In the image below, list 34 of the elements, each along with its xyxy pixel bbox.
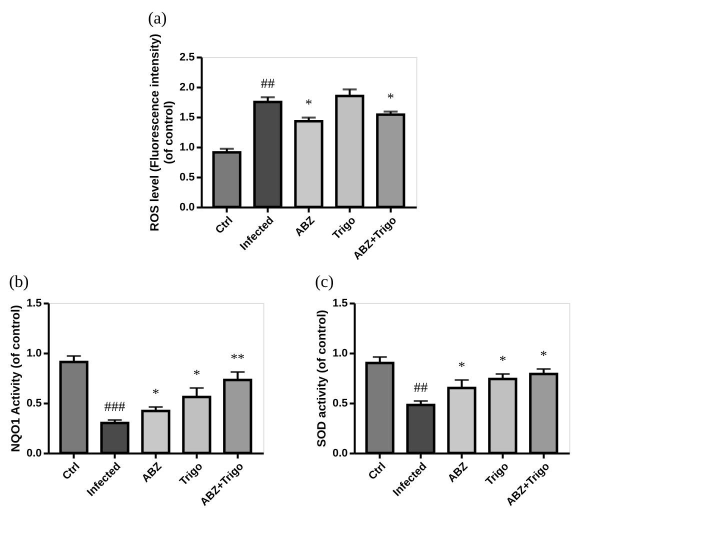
y-tick-label: 0.0 <box>332 448 348 460</box>
y-axis-title: ROS level (Fluorescence intensity) (of control) <box>147 34 176 232</box>
y-tick-label: 1.5 <box>332 298 348 310</box>
x-tick-label: Ctrl <box>213 214 236 236</box>
y-tick-label: 1.0 <box>332 348 348 360</box>
data-label: ## <box>414 381 428 396</box>
y-tick-label: 0.5 <box>332 398 348 410</box>
y-tick-label: 1.5 <box>26 298 42 310</box>
y-tick-label: 2.5 <box>179 52 195 64</box>
chart-title: (c) <box>314 272 334 291</box>
data-label: * <box>458 360 466 375</box>
x-tick-label: Ctrl <box>366 460 388 482</box>
chart-title: (b) <box>8 272 29 291</box>
y-axis-title: SOD activity (of control) <box>314 310 328 448</box>
y-tick-label: 1.0 <box>179 142 195 154</box>
y-tick-label: 1.5 <box>179 112 195 124</box>
data-label: * <box>499 354 506 369</box>
data-label: ** <box>230 352 245 367</box>
data-label: * <box>540 349 548 364</box>
y-tick-label: 0.5 <box>26 398 42 410</box>
data-label: * <box>193 368 200 383</box>
y-tick-label: 2.0 <box>179 82 195 94</box>
y-tick-label: 0.0 <box>179 202 195 214</box>
data-label: * <box>152 387 160 402</box>
y-tick-label: 0.5 <box>179 172 195 184</box>
data-label: ## <box>260 77 275 92</box>
y-axis-title: NQO1 Activity (of control) <box>8 305 22 452</box>
x-tick-label: Ctrl <box>60 460 82 482</box>
chart-title: (a) <box>148 8 167 28</box>
data-label: ### <box>104 400 126 415</box>
y-tick-label: 1.0 <box>26 348 42 360</box>
data-label: * <box>305 98 312 113</box>
data-label: * <box>387 92 394 107</box>
y-tick-label: 0.0 <box>26 448 42 460</box>
